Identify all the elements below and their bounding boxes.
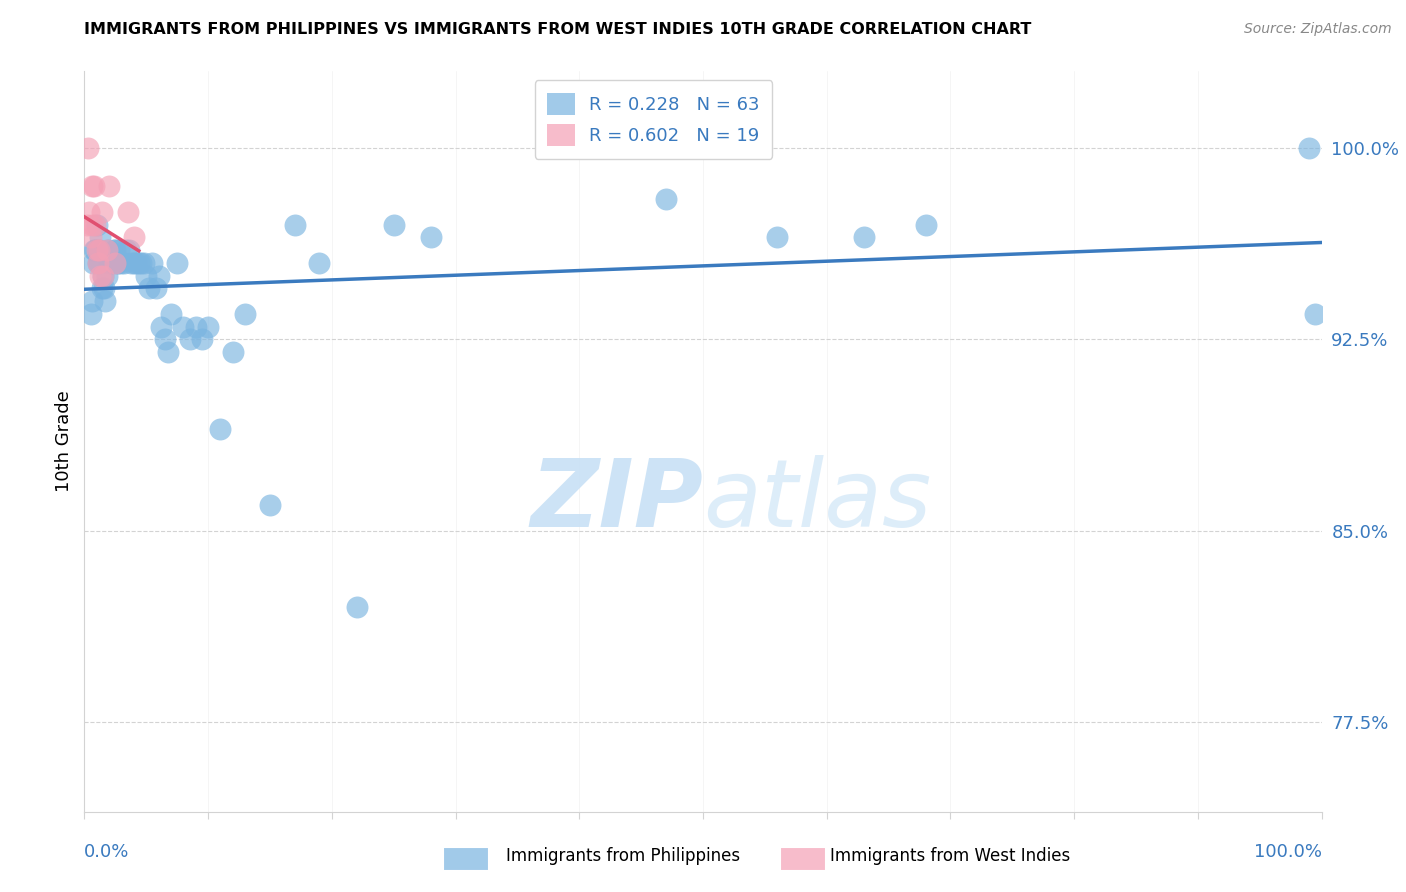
Legend: R = 0.228   N = 63, R = 0.602   N = 19: R = 0.228 N = 63, R = 0.602 N = 19 xyxy=(534,80,772,159)
Point xyxy=(83,243,105,257)
Point xyxy=(98,179,121,194)
Point xyxy=(128,256,150,270)
Text: 100.0%: 100.0% xyxy=(1254,843,1322,861)
Point xyxy=(166,256,188,270)
Point xyxy=(89,268,111,283)
Point xyxy=(104,256,127,270)
Point xyxy=(91,268,114,283)
Point xyxy=(80,179,103,194)
Point xyxy=(108,243,131,257)
Point xyxy=(382,218,405,232)
Point xyxy=(284,218,307,232)
Point xyxy=(184,319,207,334)
Point xyxy=(84,218,107,232)
Text: Immigrants from Philippines: Immigrants from Philippines xyxy=(506,847,741,865)
Point xyxy=(104,243,127,257)
Point xyxy=(197,319,219,334)
Point xyxy=(153,333,176,347)
Point xyxy=(89,256,111,270)
Point xyxy=(120,256,142,270)
Point xyxy=(150,319,173,334)
Point xyxy=(160,307,183,321)
Point xyxy=(655,192,678,206)
Point xyxy=(79,307,101,321)
Point xyxy=(132,256,155,270)
Text: Source: ZipAtlas.com: Source: ZipAtlas.com xyxy=(1244,22,1392,37)
Point xyxy=(84,243,107,257)
Point xyxy=(97,243,120,257)
Point xyxy=(83,179,105,194)
Point xyxy=(138,281,160,295)
Point xyxy=(172,319,194,334)
Point xyxy=(100,256,122,270)
Point xyxy=(105,256,128,270)
Point xyxy=(222,345,245,359)
Point xyxy=(80,218,103,232)
Point xyxy=(766,230,789,244)
Point xyxy=(86,243,108,257)
Point xyxy=(157,345,180,359)
Point xyxy=(82,256,104,270)
Point xyxy=(115,243,138,257)
Point xyxy=(103,243,125,257)
Point xyxy=(80,294,103,309)
Text: ZIP: ZIP xyxy=(530,455,703,547)
Point xyxy=(96,268,118,283)
Point xyxy=(179,333,201,347)
Text: atlas: atlas xyxy=(703,455,931,546)
Point xyxy=(233,307,256,321)
Point xyxy=(87,256,110,270)
Point xyxy=(1298,141,1320,155)
Point xyxy=(122,256,145,270)
Text: Immigrants from West Indies: Immigrants from West Indies xyxy=(830,847,1070,865)
Point xyxy=(346,600,368,615)
Point xyxy=(87,256,110,270)
Point xyxy=(112,256,135,270)
Text: IMMIGRANTS FROM PHILIPPINES VS IMMIGRANTS FROM WEST INDIES 10TH GRADE CORRELATIO: IMMIGRANTS FROM PHILIPPINES VS IMMIGRANT… xyxy=(84,22,1032,37)
Point xyxy=(90,281,112,295)
Point xyxy=(145,281,167,295)
Point xyxy=(117,204,139,219)
Point xyxy=(209,422,232,436)
Point xyxy=(90,204,112,219)
Point xyxy=(93,281,115,295)
Point xyxy=(125,256,148,270)
Point xyxy=(86,218,108,232)
Point xyxy=(129,256,152,270)
Point xyxy=(141,256,163,270)
Point xyxy=(135,268,157,283)
Point xyxy=(1305,307,1327,321)
Point xyxy=(107,256,129,270)
Point xyxy=(122,230,145,244)
Point xyxy=(91,268,114,283)
Y-axis label: 10th Grade: 10th Grade xyxy=(55,391,73,492)
Point xyxy=(110,256,132,270)
Point xyxy=(914,218,936,232)
Point xyxy=(96,243,118,257)
Point xyxy=(79,204,101,219)
Point xyxy=(259,499,281,513)
Point xyxy=(191,333,214,347)
Point xyxy=(89,243,111,257)
Point xyxy=(419,230,441,244)
Point xyxy=(79,230,101,244)
Point xyxy=(308,256,330,270)
Point xyxy=(89,243,111,257)
Point xyxy=(94,294,117,309)
Point xyxy=(118,243,141,257)
Point xyxy=(77,141,100,155)
Point xyxy=(148,268,170,283)
Point xyxy=(89,230,111,244)
Point xyxy=(852,230,875,244)
Point xyxy=(98,256,121,270)
Text: 0.0%: 0.0% xyxy=(84,843,129,861)
Point xyxy=(76,218,98,232)
